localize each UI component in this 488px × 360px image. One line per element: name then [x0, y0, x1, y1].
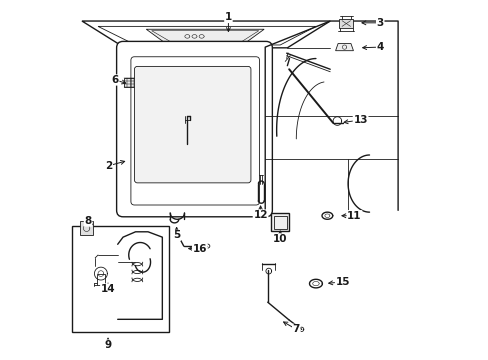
Polygon shape [271, 213, 288, 231]
Text: 3: 3 [376, 18, 383, 28]
Text: 10: 10 [272, 234, 287, 244]
Text: 12: 12 [253, 210, 267, 220]
FancyBboxPatch shape [116, 41, 272, 217]
Text: 8: 8 [84, 216, 91, 226]
Text: 2: 2 [105, 161, 112, 171]
Polygon shape [80, 221, 93, 235]
Polygon shape [146, 29, 264, 44]
Text: 15: 15 [335, 277, 349, 287]
Text: 13: 13 [353, 115, 367, 125]
Text: 4: 4 [376, 42, 383, 52]
Text: 14: 14 [101, 284, 115, 294]
Text: 1: 1 [224, 13, 232, 22]
Bar [72, 226, 168, 332]
Text: 16: 16 [192, 244, 207, 253]
Text: 9: 9 [104, 340, 111, 350]
Text: 7: 7 [292, 324, 299, 334]
Text: 11: 11 [346, 211, 361, 221]
Polygon shape [335, 44, 353, 51]
Polygon shape [124, 78, 144, 87]
FancyBboxPatch shape [134, 66, 250, 183]
Text: 6: 6 [111, 75, 119, 85]
Text: 5: 5 [173, 230, 180, 240]
Polygon shape [339, 19, 353, 28]
